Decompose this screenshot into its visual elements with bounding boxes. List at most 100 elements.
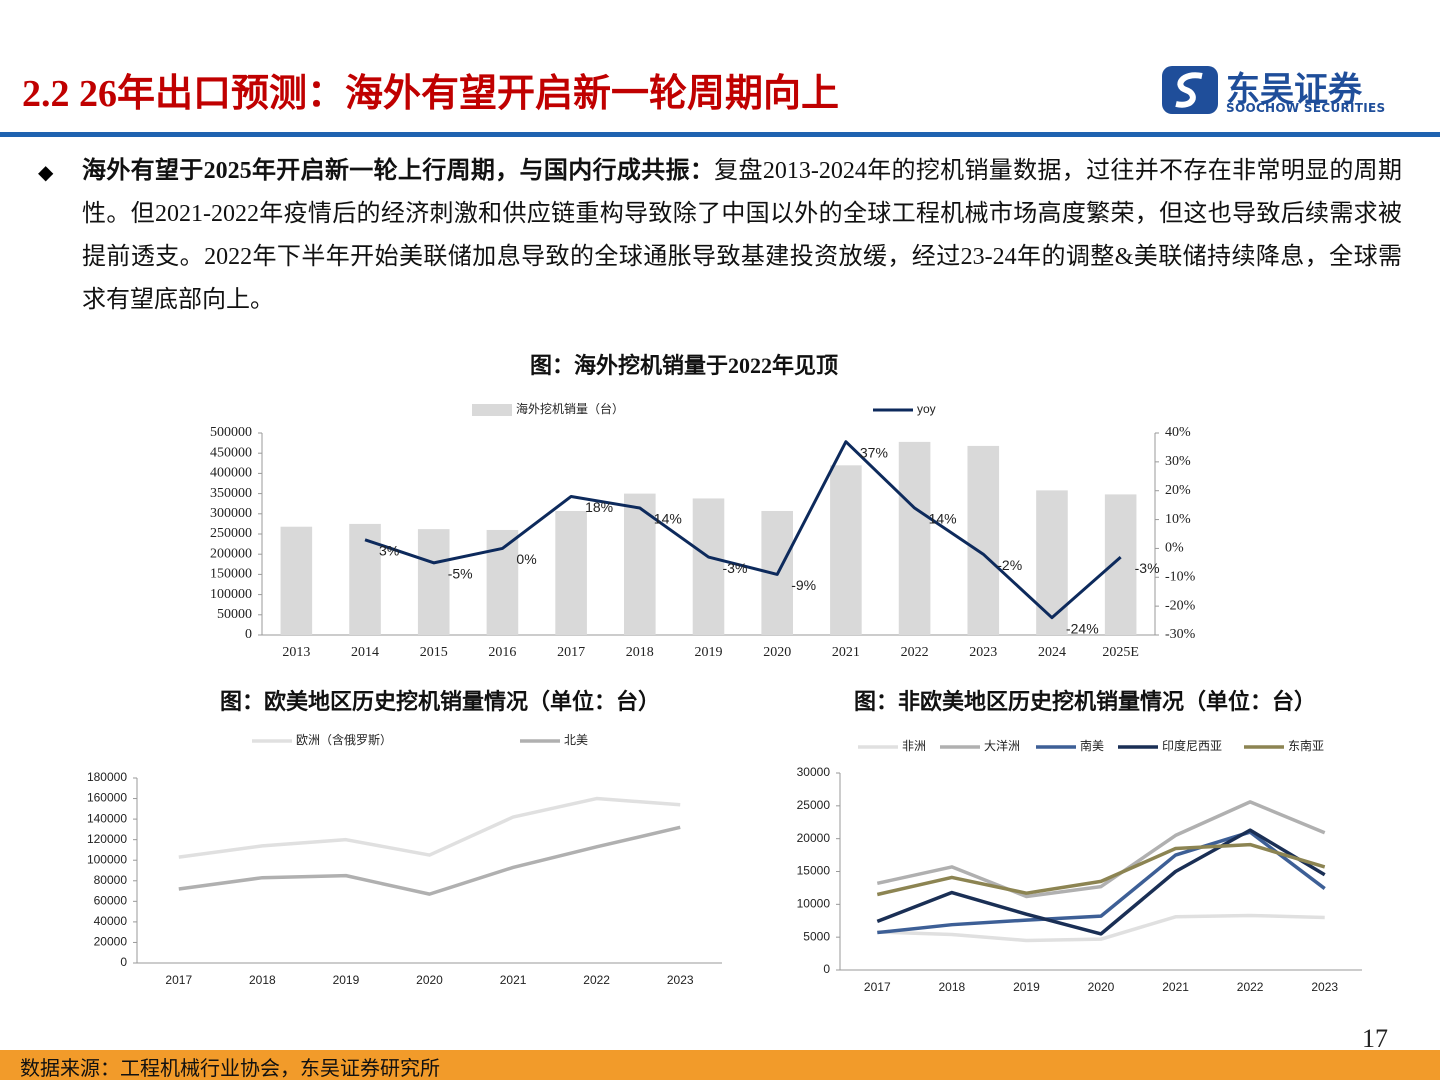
series-line: [876, 800, 1326, 899]
y-tick-label: 250000: [210, 526, 252, 541]
x-tick-label: 2022: [901, 645, 929, 660]
page-number: 17: [1362, 1024, 1388, 1053]
y-tick-label: 10000: [797, 897, 831, 911]
data-label: 37%: [860, 444, 888, 460]
chart-title: 图：非欧美地区历史挖机销量情况（单位：台）: [854, 689, 1316, 714]
y2-tick-label: 40%: [1165, 425, 1191, 440]
logo-subtext: SOOCHOW SECURITIES: [1226, 101, 1386, 115]
legend-label: 海外挖机销量（台）: [516, 401, 624, 416]
x-tick-label: 2019: [695, 645, 723, 660]
bar: [692, 498, 725, 635]
legend-label: 印度尼西亚: [1162, 738, 1222, 753]
charts: 图：海外挖机销量于2022年见顶050000100000150000200000…: [87, 353, 1362, 994]
slide-title: 2.2 26年出口预测：海外有望开启新一轮周期向上: [22, 73, 840, 115]
bar: [1036, 490, 1068, 635]
x-tick-label: 2023: [667, 973, 694, 987]
y-tick-label: 300000: [210, 506, 252, 521]
legend-label: 欧洲（含俄罗斯）: [296, 732, 392, 747]
bar: [417, 529, 450, 635]
x-tick-label: 2022: [1237, 980, 1264, 994]
series-line: [877, 913, 1325, 943]
y-tick-label: 60000: [94, 894, 128, 908]
x-tick-label: 2024: [1038, 645, 1066, 660]
bullet-text: 复盘2013-2024年的挖机销量数据，过往并不存在非常明显的周期性。但2021…: [82, 158, 1402, 313]
y-tick-label: 15000: [797, 864, 831, 878]
y2-tick-label: 0%: [1165, 541, 1184, 556]
bullet-paragraph: 海外有望于2025年开启新一轮上行周期，与国内行成共振：复盘2013-2024年…: [82, 150, 1402, 322]
x-tick-label: 2016: [488, 645, 516, 660]
legend-label: 大洋洲: [984, 738, 1020, 753]
bar: [898, 441, 931, 635]
y-tick-label: 80000: [94, 873, 128, 887]
series-line: [178, 825, 681, 896]
y-tick-label: 500000: [210, 425, 252, 440]
x-tick-label: 2013: [282, 645, 310, 660]
y-tick-label: 160000: [87, 791, 127, 805]
y-tick-label: 400000: [210, 466, 252, 481]
y-tick-label: 350000: [210, 486, 252, 501]
y2-tick-label: 10%: [1165, 512, 1191, 527]
y-tick-label: 200000: [210, 546, 252, 561]
legend-label: 非洲: [902, 739, 926, 753]
legend-swatch: [472, 404, 512, 416]
x-tick-label: 2014: [351, 645, 379, 660]
bar: [967, 445, 1000, 635]
y-tick-label: 0: [120, 955, 127, 969]
data-label: -3%: [1135, 560, 1160, 576]
data-label: 0%: [516, 551, 536, 567]
x-tick-label: 2021: [500, 973, 527, 987]
y-tick-label: 450000: [210, 445, 252, 460]
y-tick-label: 30000: [797, 765, 831, 779]
x-tick-label: 2018: [249, 973, 276, 987]
series-line: [178, 796, 681, 859]
y-tick-label: 20000: [797, 831, 831, 845]
y-tick-label: 0: [823, 962, 830, 976]
bar: [830, 465, 862, 635]
y2-tick-label: -30%: [1165, 627, 1196, 642]
x-tick-label: 2021: [832, 645, 860, 660]
legend-label: yoy: [917, 402, 936, 416]
logo-icon: [1162, 66, 1218, 114]
y2-tick-label: -20%: [1165, 598, 1196, 613]
data-label: -5%: [448, 566, 473, 582]
legend-label: 东南亚: [1288, 738, 1324, 753]
x-tick-label: 2025E: [1102, 645, 1139, 660]
y-tick-label: 100000: [210, 587, 252, 602]
legend-label: 北美: [564, 733, 588, 747]
data-label: 14%: [654, 511, 682, 527]
y-tick-label: 140000: [87, 811, 127, 825]
data-label: 18%: [585, 499, 613, 515]
bar: [280, 526, 313, 635]
x-tick-label: 2021: [1162, 980, 1189, 994]
x-tick-label: 2017: [165, 973, 192, 987]
series-line: [876, 828, 1326, 936]
y-tick-label: 100000: [87, 852, 127, 866]
footer-bar: [0, 1050, 1440, 1080]
x-tick-label: 2020: [763, 645, 791, 660]
y-tick-label: 5000: [803, 929, 830, 943]
logo-text: 东吴证券: [1226, 70, 1362, 110]
y-tick-label: 25000: [797, 798, 831, 812]
y2-tick-label: 30%: [1165, 454, 1191, 469]
legend-label: 南美: [1080, 738, 1104, 753]
y2-tick-label: -10%: [1165, 570, 1196, 585]
bar: [555, 510, 587, 635]
x-tick-label: 2015: [420, 645, 448, 660]
y-tick-label: 20000: [94, 935, 128, 949]
source-note: 数据来源：工程机械行业协会，东吴证券研究所: [20, 1058, 440, 1080]
bar: [486, 529, 519, 635]
y-tick-label: 120000: [87, 832, 127, 846]
bullet-lead: 海外有望于2025年开启新一轮上行周期，与国内行成共振：: [82, 158, 715, 184]
y2-tick-label: 20%: [1165, 483, 1191, 498]
data-label: 3%: [379, 542, 399, 558]
x-tick-label: 2018: [626, 645, 654, 660]
data-label: -2%: [997, 557, 1022, 573]
x-tick-label: 2017: [557, 645, 585, 660]
x-tick-label: 2017: [864, 980, 891, 994]
x-tick-label: 2020: [1088, 980, 1115, 994]
chart-title: 图：海外挖机销量于2022年见顶: [530, 353, 838, 378]
bar: [1104, 494, 1137, 635]
x-tick-label: 2020: [416, 973, 443, 987]
y-tick-label: 180000: [87, 770, 127, 784]
